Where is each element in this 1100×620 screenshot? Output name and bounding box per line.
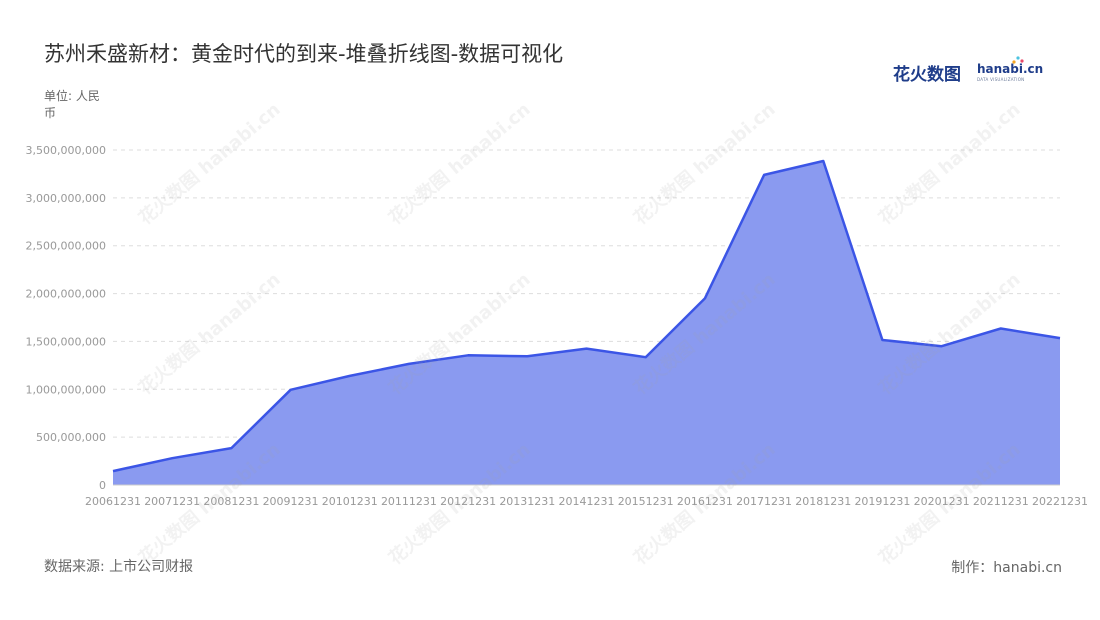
x-tick-label: 20121231 <box>440 495 496 508</box>
x-tick-label: 20071231 <box>144 495 200 508</box>
x-tick-label: 20191231 <box>854 495 910 508</box>
y-tick-label: 1,000,000,000 <box>26 383 106 396</box>
x-tick-label: 20221231 <box>1032 495 1088 508</box>
y-tick-label: 2,500,000,000 <box>26 240 106 253</box>
logo-subtitle: DATA VISUALIZATION <box>977 77 1025 82</box>
y-axis-ticks: 0 500,000,000 1,000,000,000 1,500,000,000 2,… <box>26 144 106 492</box>
x-tick-label: 20131231 <box>499 495 555 508</box>
data-source-label: 数据来源: 上市公司财报 <box>44 559 194 575</box>
x-tick-label: 20081231 <box>203 495 259 508</box>
x-tick-label: 20211231 <box>973 495 1029 508</box>
x-tick-label: 20061231 <box>85 495 141 508</box>
logo-text-en: hanabi.cn <box>977 62 1044 76</box>
y-tick-label: 3,500,000,000 <box>26 144 106 157</box>
logo-spark-icon <box>1012 56 1024 64</box>
x-tick-label: 20201231 <box>914 495 970 508</box>
x-tick-label: 20181231 <box>795 495 851 508</box>
series-line <box>112 159 1061 473</box>
x-tick-label: 20111231 <box>381 495 437 508</box>
x-tick-label: 20141231 <box>559 495 615 508</box>
x-axis-ticks: 20061231 20071231 20081231 20091231 20101231… <box>85 495 1088 508</box>
x-tick-label: 20091231 <box>263 495 319 508</box>
y-tick-label: 500,000,000 <box>36 431 106 444</box>
chart-title: 苏州禾盛新材：黄金时代的到来-堆叠折线图-数据可视化 <box>44 42 564 66</box>
x-tick-label: 20101231 <box>322 495 378 508</box>
credit-label: 制作：hanabi.cn <box>951 560 1062 576</box>
hanabi-logo: 花火数图 hanabi.cn DATA VISUALIZATION <box>893 56 1044 86</box>
y-tick-label: 1,500,000,000 <box>26 335 106 348</box>
x-tick-label: 20171231 <box>736 495 792 508</box>
y-tick-label: 0 <box>99 479 106 492</box>
x-tick-label: 20161231 <box>677 495 733 508</box>
y-tick-label: 3,000,000,000 <box>26 192 106 205</box>
series-area <box>113 161 1060 485</box>
logo-text-cn: 花火数图 <box>893 65 961 85</box>
y-tick-label: 2,000,000,000 <box>26 288 106 301</box>
unit-label: 单位: 人民币 <box>44 89 100 120</box>
x-tick-label: 20151231 <box>618 495 674 508</box>
